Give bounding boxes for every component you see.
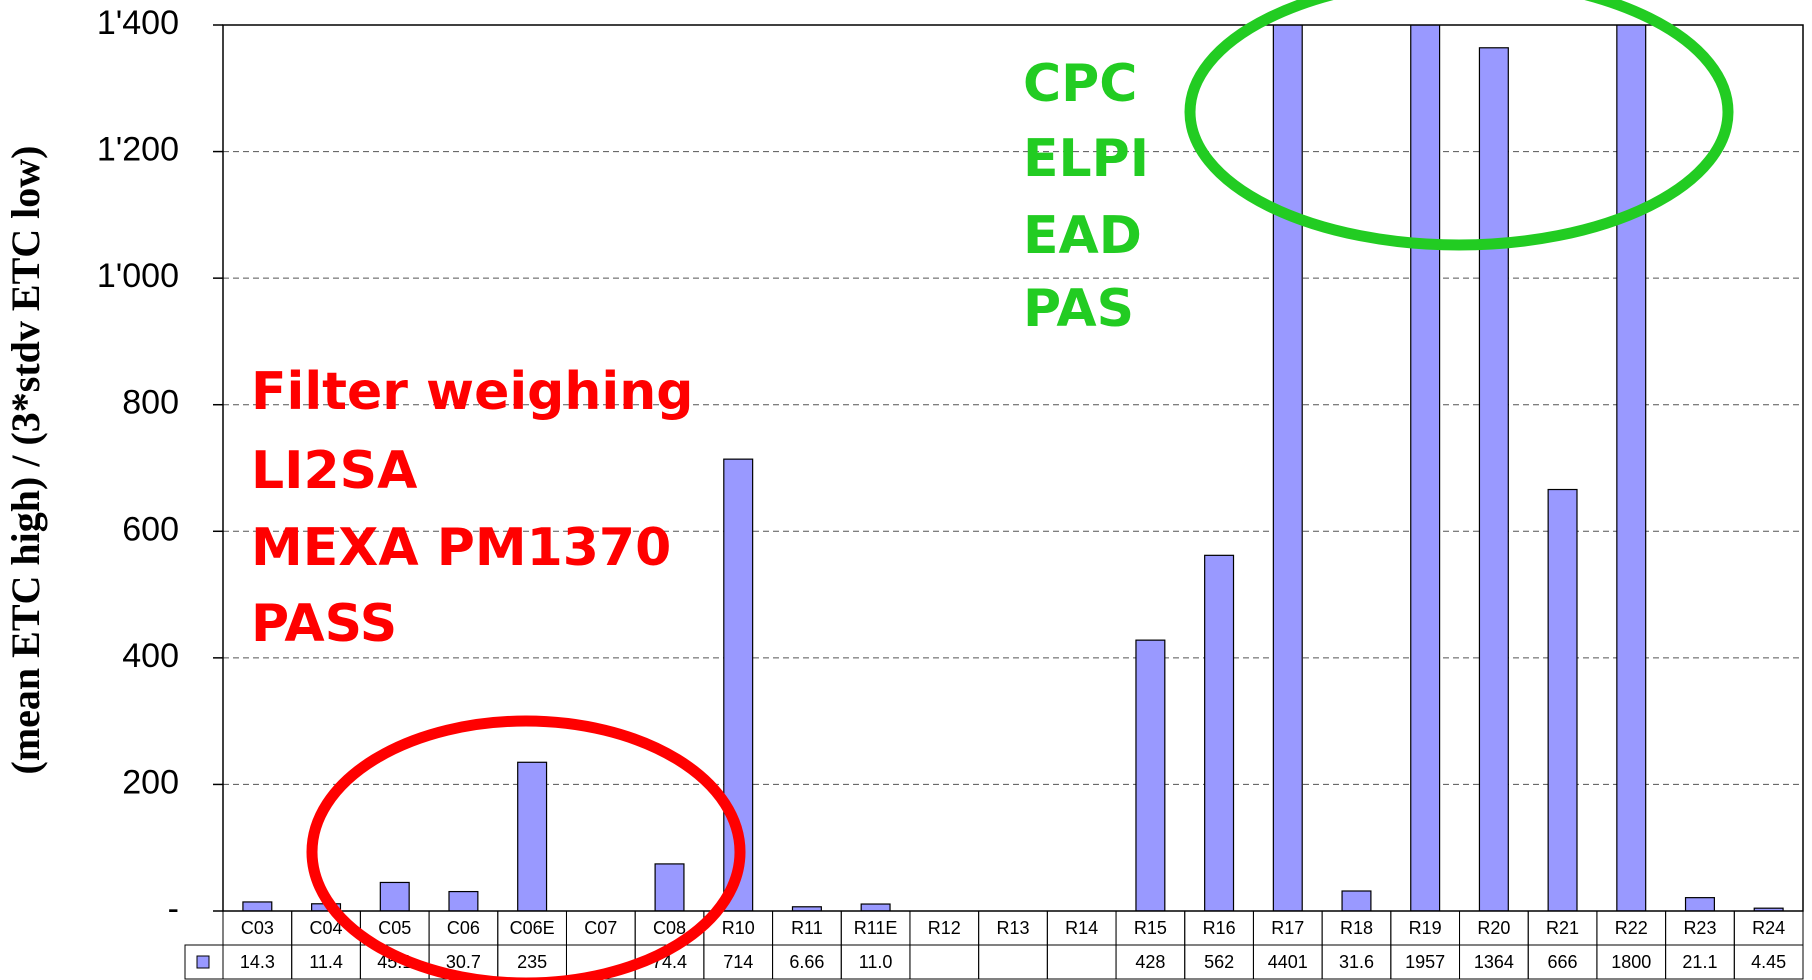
table-cell <box>909 944 980 980</box>
bar <box>1478 47 1509 911</box>
data-label: 11.4 <box>309 952 343 972</box>
y-tick-label: 400 <box>122 637 179 675</box>
y-tick-label: 600 <box>122 510 179 548</box>
x-tick-label: C05 <box>378 918 411 938</box>
x-tick-label: R16 <box>1203 918 1236 938</box>
x-tick-label: C06 <box>447 918 480 938</box>
bar <box>860 903 891 911</box>
bar <box>448 890 479 911</box>
annotation-green: EAD <box>1023 206 1142 266</box>
bar <box>1272 25 1303 911</box>
data-label: 6.66 <box>789 952 824 972</box>
bar <box>1547 488 1578 911</box>
table-cell <box>978 944 1048 980</box>
x-tick-label: C08 <box>653 918 686 938</box>
x-tick-label: R19 <box>1409 918 1442 938</box>
x-tick-label: R12 <box>928 918 961 938</box>
y-tick-label: 1'000 <box>97 257 179 295</box>
data-label: 562 <box>1204 952 1234 972</box>
data-label: 30.7 <box>446 952 481 972</box>
x-tick-label: R14 <box>1065 918 1098 938</box>
bar <box>1616 25 1647 911</box>
bar <box>379 881 410 911</box>
x-tick-label: C06E <box>510 918 555 938</box>
annotation-red: MEXA PM1370 <box>251 518 671 578</box>
bar <box>1204 554 1235 911</box>
x-tick-label: R22 <box>1615 918 1648 938</box>
y-axis-label: (mean ETC high) / (3*stdv ETC low) <box>3 146 48 775</box>
red-ellipse <box>306 715 746 980</box>
data-label: 666 <box>1548 952 1578 972</box>
table-cell <box>1046 944 1117 980</box>
data-label: 4.45 <box>1751 952 1786 972</box>
y-tick-label: 800 <box>122 384 179 422</box>
legend-swatch <box>196 955 210 969</box>
green-ellipse <box>1184 0 1734 251</box>
y-tick-label: - <box>168 890 179 928</box>
x-tick-label: R20 <box>1477 918 1510 938</box>
x-tick-label: R18 <box>1340 918 1373 938</box>
data-label: 1957 <box>1405 952 1445 972</box>
y-tick-label: 1'400 <box>97 4 179 42</box>
annotation-green: PAS <box>1023 279 1134 339</box>
data-label: 14.3 <box>240 952 275 972</box>
bar <box>654 863 685 911</box>
table-cell <box>1733 944 1804 980</box>
x-tick-label: C04 <box>310 918 343 938</box>
x-tick-label: R13 <box>996 918 1029 938</box>
x-tick-label: R10 <box>722 918 755 938</box>
y-tick-label: 200 <box>122 763 179 801</box>
x-tick-label: R11E <box>854 918 898 938</box>
x-tick-label: C07 <box>584 918 617 938</box>
x-tick-label: C03 <box>241 918 274 938</box>
data-label: 714 <box>723 952 753 972</box>
annotation-green: CPC <box>1023 54 1137 114</box>
x-tick-label: R23 <box>1683 918 1716 938</box>
data-label: 31.6 <box>1339 952 1374 972</box>
y-tick-label: 1'200 <box>97 131 179 169</box>
bar <box>1135 639 1166 911</box>
bar <box>1684 897 1715 911</box>
data-label: 4401 <box>1268 952 1308 972</box>
bar <box>1410 25 1441 911</box>
x-tick-label: R15 <box>1134 918 1167 938</box>
data-label: 11.0 <box>859 952 893 972</box>
data-label: 428 <box>1135 952 1165 972</box>
data-label: 1800 <box>1611 952 1651 972</box>
data-label: 21.1 <box>1682 952 1717 972</box>
annotation-green: ELPI <box>1023 129 1149 189</box>
bar <box>242 901 273 911</box>
x-tick-label: R24 <box>1752 918 1785 938</box>
data-label: 235 <box>517 952 547 972</box>
annotation-red: Filter weighing <box>251 362 693 422</box>
x-tick-label: R17 <box>1271 918 1304 938</box>
data-label: 1364 <box>1474 952 1514 972</box>
annotation-red: PASS <box>251 594 397 654</box>
annotation-red: LI2SA <box>251 441 417 501</box>
bar <box>1341 890 1372 911</box>
x-tick-label: R11 <box>791 918 823 938</box>
bar <box>517 761 548 911</box>
x-tick-label: R21 <box>1546 918 1579 938</box>
